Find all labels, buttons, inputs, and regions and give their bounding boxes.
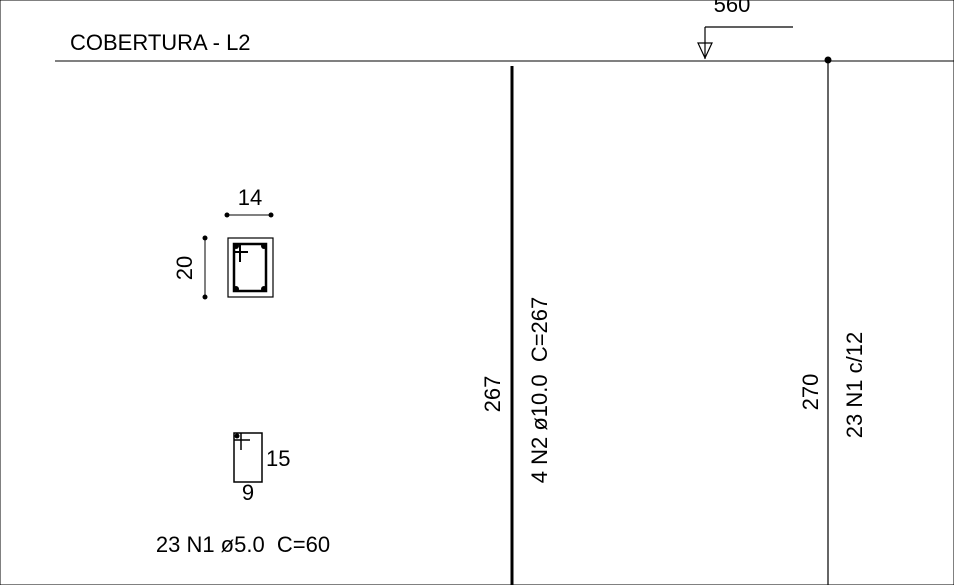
bar-length: 267 bbox=[480, 376, 505, 413]
dot bbox=[268, 212, 274, 218]
dot bbox=[234, 433, 240, 439]
stirrup-width: 9 bbox=[242, 480, 254, 505]
level-triangle bbox=[697, 42, 713, 60]
dot bbox=[824, 56, 832, 64]
dot bbox=[202, 235, 208, 241]
section-outline bbox=[227, 237, 274, 298]
level-value: 560 bbox=[714, 0, 751, 17]
rebar bbox=[233, 286, 239, 292]
stirrup-length: 270 bbox=[798, 374, 823, 411]
stirrup-label: 23 N1 c/12 bbox=[842, 332, 867, 438]
stirrup-detail-label: 23 N1 ø5.0 C=60 bbox=[156, 532, 330, 557]
rebar bbox=[261, 243, 267, 249]
stirrup-shape bbox=[233, 432, 263, 483]
dot bbox=[202, 294, 208, 300]
bar-label: 4 N2 ø10.0 C=267 bbox=[527, 297, 552, 484]
dot bbox=[224, 212, 230, 218]
rebar bbox=[261, 286, 267, 292]
section-height: 20 bbox=[172, 256, 197, 280]
section-width: 14 bbox=[238, 185, 262, 210]
stirrup-height: 15 bbox=[266, 446, 290, 471]
title: COBERTURA - L2 bbox=[70, 30, 251, 55]
rebar bbox=[233, 243, 239, 249]
section-stirrup bbox=[232, 242, 268, 293]
